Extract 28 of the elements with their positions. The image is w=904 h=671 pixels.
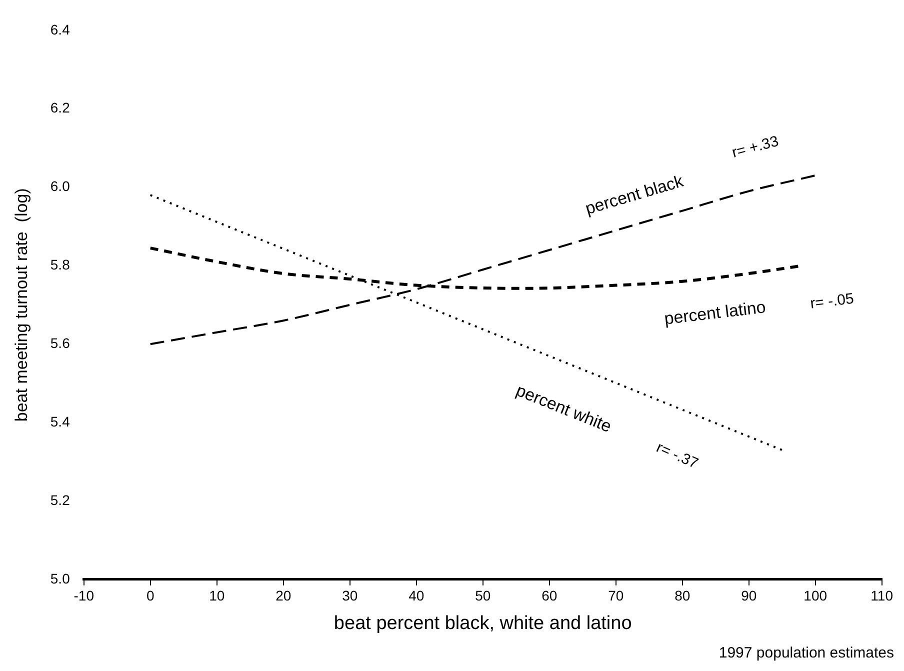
- annotation: r= -.05: [809, 290, 855, 312]
- x-tick-label: 80: [674, 588, 690, 604]
- x-tick-label: 10: [209, 588, 225, 604]
- y-tick-label: 5.0: [50, 570, 70, 586]
- y-tick-label: 6.0: [50, 178, 70, 194]
- annotation: r= +.33: [730, 132, 780, 162]
- annotation: r= -.37: [654, 438, 701, 472]
- x-tick-label: 70: [608, 588, 624, 604]
- x-tick-label: 40: [408, 588, 424, 604]
- x-tick-label: 90: [741, 588, 757, 604]
- x-tick-label: 50: [475, 588, 491, 604]
- x-tick-label: -10: [74, 588, 94, 604]
- y-axis-title: beat meeting turnout rate (log): [12, 188, 31, 422]
- y-tick-label: 6.2: [50, 100, 70, 116]
- y-tick-label: 6.4: [50, 21, 70, 38]
- text: percent latino: [663, 298, 767, 328]
- x-tick-label: 20: [276, 588, 292, 604]
- x-tick-label: 110: [870, 588, 894, 604]
- y-tick-label: 5.8: [50, 256, 70, 273]
- x-tick-label: 60: [542, 588, 558, 604]
- y-tick-label: 5.6: [50, 334, 70, 351]
- x-tick-label: 100: [804, 588, 828, 604]
- x-tick-label: 30: [342, 588, 358, 604]
- y-tick-label: 5.4: [50, 413, 70, 430]
- y-tick-label: 5.2: [50, 492, 70, 508]
- x-axis-title: beat percent black, white and latino: [334, 612, 632, 634]
- x-tick-label: 0: [146, 588, 154, 604]
- text: 1997 population estimates: [718, 644, 894, 662]
